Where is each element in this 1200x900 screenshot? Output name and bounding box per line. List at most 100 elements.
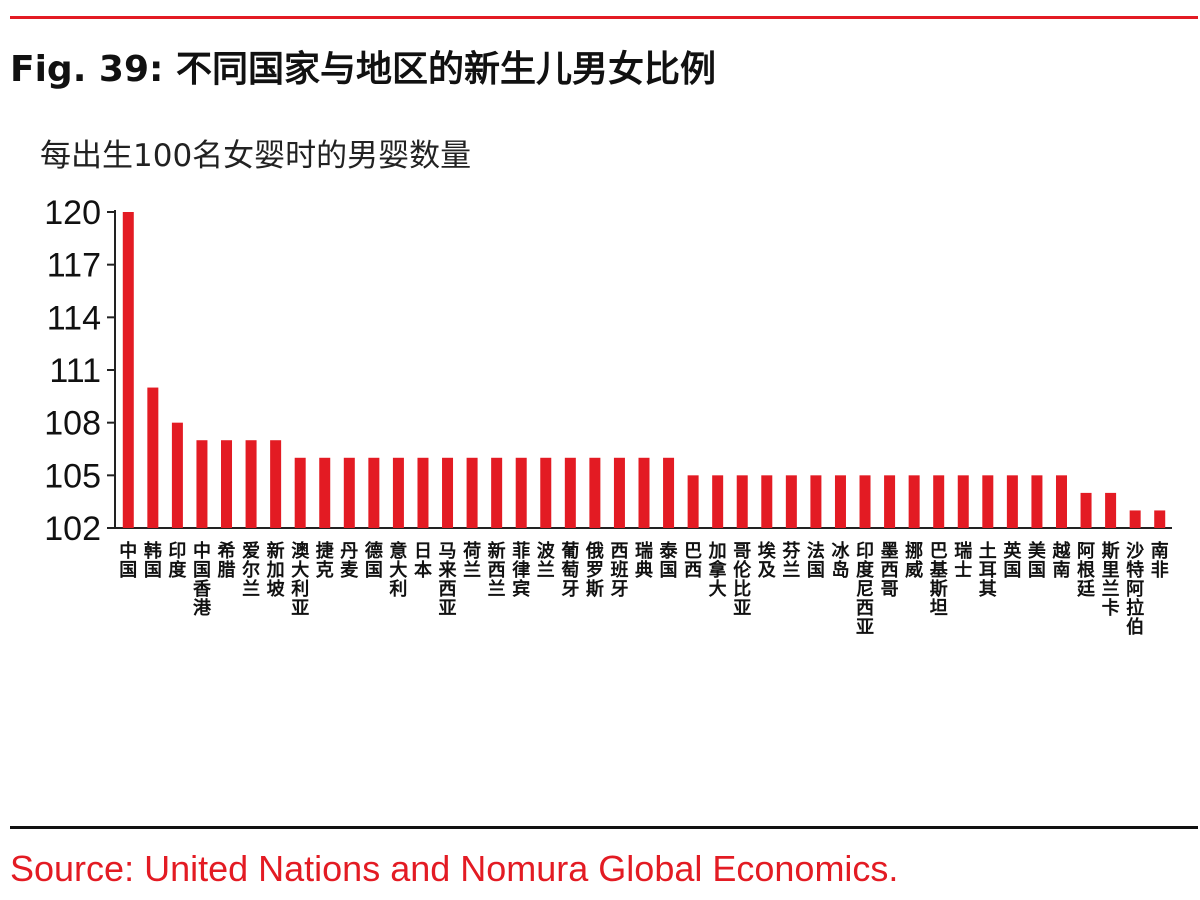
- y-tick-label: 120: [44, 194, 101, 232]
- bar: [884, 475, 896, 528]
- bar: [540, 457, 552, 528]
- bar: [1055, 475, 1067, 528]
- x-tick-label: 日本: [414, 541, 432, 581]
- bar: [270, 440, 282, 528]
- x-tick-label: 法国: [807, 540, 825, 581]
- bar: [638, 457, 650, 528]
- bar: [1154, 510, 1166, 528]
- y-axis: 102 105 108 111 114 117 120: [44, 194, 1172, 548]
- bar: [1031, 475, 1043, 528]
- bar: [663, 457, 675, 528]
- y-axis-label: 每出生100名女婴时的男婴数量: [40, 138, 471, 174]
- bar: [589, 457, 601, 528]
- x-tick-label: 瑞典: [635, 541, 653, 581]
- bar: [1080, 492, 1092, 528]
- bar: [343, 457, 355, 528]
- x-tick-label: 澳大利亚: [291, 540, 310, 619]
- x-tick-label: 波兰: [537, 540, 556, 581]
- bar: [1129, 510, 1141, 528]
- y-tick-label: 117: [47, 247, 101, 285]
- source-note: Source: United Nations and Nomura Global…: [10, 848, 899, 889]
- bar: [982, 475, 994, 528]
- bar: [834, 475, 846, 528]
- x-tick-label: 挪威: [905, 540, 923, 581]
- x-tick-label: 哥伦比亚: [733, 541, 752, 619]
- bar: [122, 212, 134, 528]
- bar: [613, 457, 625, 528]
- x-tick-label: 西班牙: [610, 541, 628, 600]
- bar: [859, 475, 871, 528]
- bar: [515, 457, 527, 528]
- bar: [221, 440, 233, 528]
- bar: [294, 457, 306, 528]
- x-tick-label: 英国: [1002, 540, 1022, 581]
- x-tick-label: 意大利: [389, 540, 407, 600]
- bar: [417, 457, 429, 528]
- bar: [1105, 492, 1117, 528]
- x-tick-label: 巴基斯坦: [929, 541, 949, 619]
- bar: [466, 457, 478, 528]
- x-tick-label: 新加坡: [266, 540, 286, 600]
- x-tick-label: 泰国: [659, 540, 679, 581]
- x-tick-label: 韩国: [144, 540, 162, 581]
- x-tick-label: 爱尔兰: [242, 541, 260, 600]
- bar: [171, 422, 183, 528]
- x-tick-label: 阿根廷: [1076, 541, 1096, 600]
- x-tick-label: 菲律宾: [512, 540, 530, 600]
- x-tick-label: 巴西: [684, 541, 702, 581]
- x-tick-label: 斯里兰卡: [1102, 540, 1120, 619]
- x-tick-label: 印度: [168, 541, 187, 581]
- x-tick-label: 芬兰: [781, 540, 801, 581]
- x-tick-label: 新西兰: [488, 540, 506, 600]
- bar: [761, 475, 773, 528]
- bar: [147, 387, 159, 528]
- bar: [1006, 475, 1018, 528]
- x-tick-label: 印度尼西亚: [856, 541, 875, 638]
- x-tick-label: 冰岛: [831, 540, 850, 581]
- x-tick-label: 瑞士: [954, 541, 972, 581]
- bar: [957, 475, 969, 528]
- bar: [368, 457, 380, 528]
- x-tick-label: 马来西亚: [438, 541, 458, 619]
- x-tick-label: 墨西哥: [881, 541, 899, 600]
- bar: [712, 475, 724, 528]
- bar-chart: 每出生100名女婴时的男婴数量 102 105 108 111 114 117 120 中国…: [40, 138, 1172, 638]
- x-tick-label: 沙特阿拉伯: [1126, 541, 1144, 638]
- x-tick-label: 葡萄牙: [560, 541, 579, 600]
- y-tick-label: 105: [44, 457, 101, 495]
- y-tick-label: 108: [44, 405, 101, 443]
- bar: [785, 475, 797, 528]
- x-tick-label: 荷兰: [463, 540, 481, 581]
- bar: [196, 440, 208, 528]
- x-tick-label: 南非: [1151, 540, 1169, 581]
- x-tick-label: 土耳其: [979, 541, 997, 600]
- y-tick-label: 114: [47, 299, 101, 337]
- x-tick-label: 越南: [1051, 540, 1071, 581]
- bar: [933, 475, 945, 528]
- x-tick-label: 加拿大: [708, 541, 728, 600]
- bar: [245, 440, 257, 528]
- bar: [392, 457, 404, 528]
- x-axis-labels: 中国韩国印度中国香港希腊爱尔兰新加坡澳大利亚捷克丹麦德国意大利日本马来西亚荷兰新…: [119, 540, 1168, 638]
- x-tick-label: 俄罗斯: [585, 540, 604, 600]
- bar: [687, 475, 699, 528]
- y-tick-label: 111: [49, 352, 101, 390]
- x-tick-label: 中国: [119, 540, 137, 581]
- bars: [122, 212, 1166, 528]
- bar: [736, 475, 748, 528]
- bar: [319, 457, 331, 528]
- y-tick-label: 102: [44, 510, 101, 548]
- figure-title: Fig. 39: 不同国家与地区的新生儿男女比例: [10, 49, 716, 90]
- x-tick-label: 埃及: [758, 540, 777, 581]
- top-rule: [10, 16, 1198, 19]
- x-tick-label: 捷克: [316, 540, 335, 581]
- bar: [810, 475, 822, 528]
- bar: [564, 457, 576, 528]
- x-tick-label: 希腊: [218, 540, 236, 581]
- x-tick-label: 美国: [1028, 540, 1046, 581]
- bar: [908, 475, 920, 528]
- x-tick-label: 中国香港: [192, 540, 212, 619]
- bottom-rule: [10, 826, 1198, 829]
- bar: [491, 457, 503, 528]
- x-tick-label: 德国: [365, 540, 383, 581]
